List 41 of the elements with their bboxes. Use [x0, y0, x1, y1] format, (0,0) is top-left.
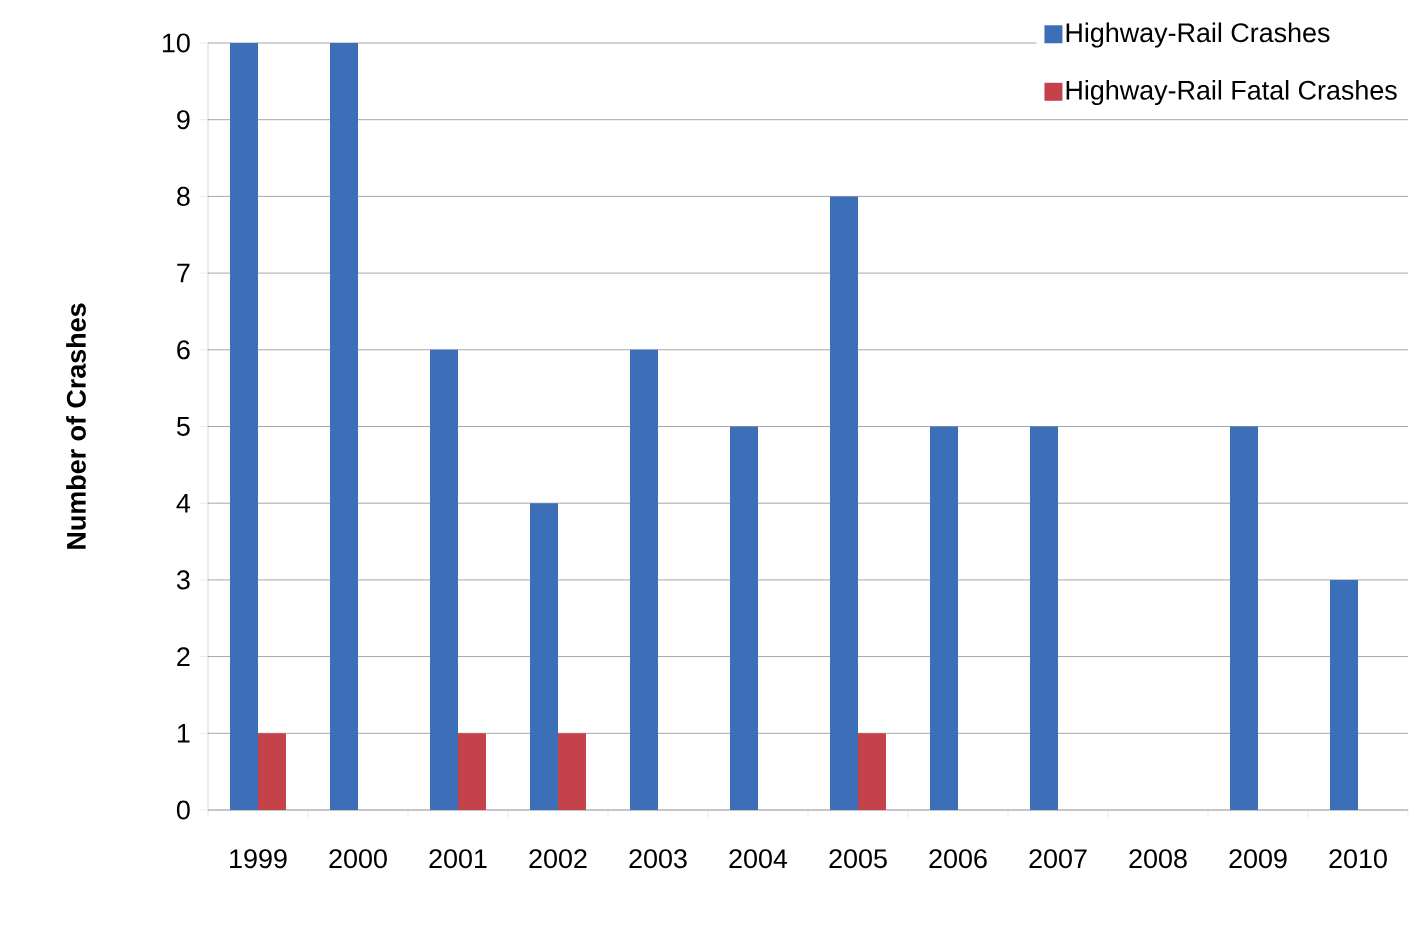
x-tick-label: 2004	[729, 849, 788, 869]
y-axis-title: Number of Crashes	[66, 303, 86, 549]
y-tick-label: 1	[177, 724, 190, 743]
y-tick-label: 4	[176, 493, 191, 513]
bar	[258, 733, 286, 810]
bar	[558, 733, 586, 810]
bar	[330, 42, 358, 810]
x-tick-label: 2000	[329, 849, 387, 869]
x-tick-label: 2002	[529, 849, 587, 869]
x-tick-label: 2001	[429, 849, 487, 869]
y-tick-label: 2	[177, 647, 190, 666]
bar	[630, 349, 658, 810]
bar	[830, 196, 858, 810]
y-tick-label: 3	[176, 570, 190, 590]
y-tick-label: 6	[177, 340, 190, 360]
x-tick-label: 2003	[629, 849, 687, 869]
y-tick-label: 7	[177, 263, 190, 283]
legend-label: Highway-Rail Fatal Crashes	[1066, 80, 1397, 106]
y-tick-label: 0	[176, 800, 190, 820]
y-tick-label: 5	[176, 417, 190, 436]
legend-label: Highway-Rail Crashes	[1066, 22, 1330, 48]
bar	[930, 426, 958, 810]
bar	[1330, 579, 1358, 810]
x-tick-label: 2008	[1129, 849, 1187, 869]
bar	[1230, 426, 1258, 810]
x-tick-label: 2006	[929, 849, 987, 869]
y-tick-label: 9	[177, 110, 190, 130]
bar	[1030, 426, 1058, 810]
x-tick-label: 2007	[1029, 849, 1087, 869]
y-tick-label: 8	[177, 186, 190, 206]
bar	[230, 42, 258, 810]
bar	[858, 733, 886, 810]
y-tick-label: 10	[162, 33, 190, 53]
bar	[458, 733, 486, 810]
bar	[730, 426, 758, 810]
bar	[530, 503, 558, 810]
x-tick-label: 2009	[1229, 849, 1287, 869]
x-tick-label: 2010	[1329, 849, 1387, 869]
bar	[430, 349, 458, 810]
x-tick-label: 2005	[829, 849, 887, 869]
x-tick-label: 1999	[230, 849, 287, 869]
